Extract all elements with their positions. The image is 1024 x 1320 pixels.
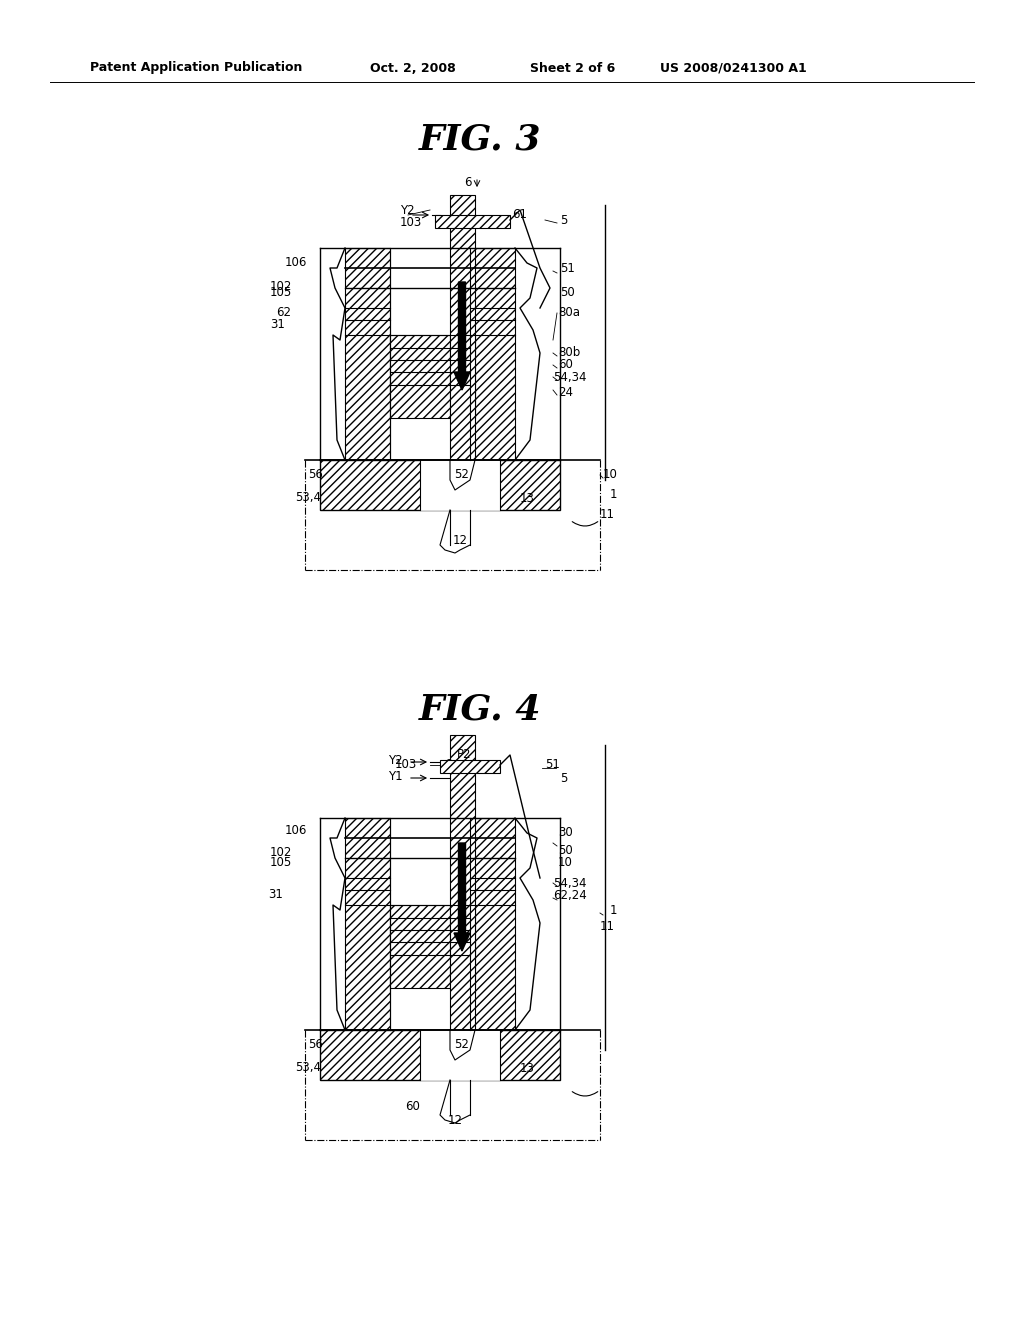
Bar bbox=[390, 906, 450, 987]
Text: 13: 13 bbox=[520, 491, 535, 504]
Text: 13: 13 bbox=[520, 1061, 535, 1074]
Bar bbox=[420, 459, 500, 510]
Bar bbox=[390, 335, 450, 418]
Bar bbox=[435, 215, 510, 228]
Text: 11: 11 bbox=[600, 920, 615, 933]
Text: 24: 24 bbox=[558, 387, 573, 400]
FancyArrow shape bbox=[454, 843, 470, 950]
Text: 50: 50 bbox=[558, 843, 572, 857]
Text: 60: 60 bbox=[406, 1101, 420, 1114]
Text: 52: 52 bbox=[454, 469, 469, 482]
Bar bbox=[470, 818, 515, 1030]
Text: 106: 106 bbox=[285, 256, 307, 269]
Text: 54,34: 54,34 bbox=[553, 371, 587, 384]
Text: 103: 103 bbox=[395, 759, 417, 771]
Text: 1: 1 bbox=[610, 488, 617, 502]
Text: 1: 1 bbox=[610, 903, 617, 916]
Text: FIG. 4: FIG. 4 bbox=[419, 693, 542, 727]
Text: FIG. 3: FIG. 3 bbox=[419, 123, 542, 157]
Text: 5: 5 bbox=[560, 214, 567, 227]
Text: 52: 52 bbox=[454, 1039, 469, 1052]
Text: 56: 56 bbox=[308, 469, 323, 482]
Text: 53,4: 53,4 bbox=[295, 491, 321, 504]
Text: 31: 31 bbox=[268, 888, 283, 902]
Text: 10: 10 bbox=[558, 857, 572, 870]
Text: 51: 51 bbox=[545, 759, 560, 771]
Text: 6: 6 bbox=[444, 759, 452, 771]
Text: 12: 12 bbox=[449, 1114, 463, 1126]
Bar bbox=[450, 195, 475, 459]
Text: 30: 30 bbox=[558, 826, 572, 840]
Text: Y2: Y2 bbox=[388, 754, 402, 767]
Text: 105: 105 bbox=[270, 857, 292, 870]
Text: Y2: Y2 bbox=[400, 203, 415, 216]
Text: 62,24: 62,24 bbox=[553, 888, 587, 902]
Text: 80b: 80b bbox=[558, 346, 581, 359]
FancyArrow shape bbox=[454, 282, 470, 389]
Text: 60: 60 bbox=[558, 359, 572, 371]
Text: Sheet 2 of 6: Sheet 2 of 6 bbox=[530, 62, 615, 74]
Text: 11: 11 bbox=[600, 508, 615, 521]
Text: 10: 10 bbox=[603, 469, 617, 482]
Bar bbox=[345, 248, 390, 459]
Text: Y1: Y1 bbox=[388, 770, 402, 783]
Bar bbox=[319, 459, 560, 510]
Bar bbox=[420, 1030, 500, 1080]
Bar bbox=[440, 760, 500, 774]
Text: 102: 102 bbox=[270, 846, 293, 859]
Text: 103: 103 bbox=[400, 216, 422, 230]
Text: 50: 50 bbox=[560, 286, 574, 300]
Bar bbox=[319, 1030, 560, 1080]
Bar bbox=[470, 248, 515, 459]
Text: 6: 6 bbox=[464, 177, 472, 190]
Text: 56: 56 bbox=[308, 1039, 323, 1052]
Text: 51: 51 bbox=[560, 261, 574, 275]
Text: P2: P2 bbox=[457, 748, 471, 762]
Bar bbox=[450, 735, 475, 1030]
Text: 102: 102 bbox=[270, 280, 293, 293]
Text: 61: 61 bbox=[512, 209, 527, 222]
Text: 54,34: 54,34 bbox=[553, 876, 587, 890]
Text: US 2008/0241300 A1: US 2008/0241300 A1 bbox=[660, 62, 807, 74]
Text: 105: 105 bbox=[270, 286, 292, 300]
Text: 80a: 80a bbox=[558, 306, 580, 319]
Bar bbox=[470, 906, 475, 987]
Text: 106: 106 bbox=[285, 824, 307, 837]
Text: 31: 31 bbox=[270, 318, 285, 331]
Text: Patent Application Publication: Patent Application Publication bbox=[90, 62, 302, 74]
Text: 12: 12 bbox=[453, 533, 468, 546]
Text: 5: 5 bbox=[560, 771, 567, 784]
Bar bbox=[470, 335, 475, 418]
Text: Oct. 2, 2008: Oct. 2, 2008 bbox=[370, 62, 456, 74]
Text: 53,4: 53,4 bbox=[295, 1061, 321, 1074]
Bar bbox=[345, 818, 390, 1030]
Text: 62: 62 bbox=[276, 306, 291, 319]
